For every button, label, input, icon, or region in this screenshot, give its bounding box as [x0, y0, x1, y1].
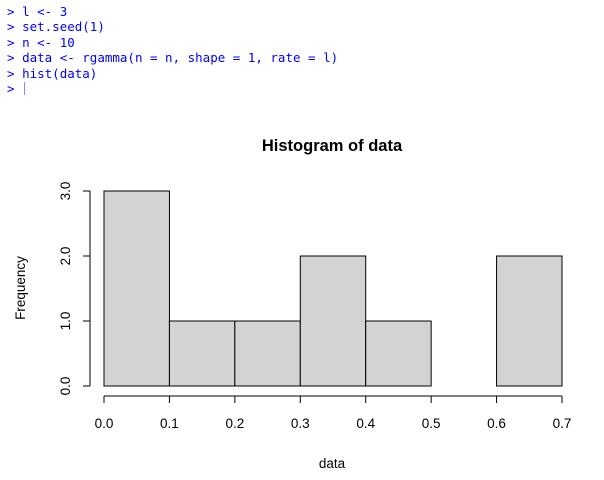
console-line: > l <- 3 — [7, 4, 338, 19]
r-console[interactable]: > l <- 3 > set.seed(1) > n <- 10 > data … — [7, 4, 338, 96]
histogram-bars — [103, 190, 563, 387]
y-tick-label: 1.0 — [58, 312, 73, 331]
console-prompt: > — [7, 34, 15, 50]
x-tick-label: 0.2 — [225, 416, 244, 431]
chart-title: Histogram of data — [262, 137, 403, 155]
console-command: n <- 10 — [22, 34, 75, 50]
x-tick-label: 0.7 — [553, 416, 572, 431]
console-command: data <- rgamma(n = n, shape = 1, rate = … — [22, 50, 339, 66]
y-tick-label: 2.0 — [58, 247, 73, 266]
text-cursor — [24, 81, 26, 95]
histogram-bar — [234, 320, 301, 387]
x-tick-label: 0.5 — [422, 416, 441, 431]
console-line: > set.seed(1) — [7, 19, 338, 34]
x-tick-label: 0.4 — [356, 416, 375, 431]
console-command: set.seed(1) — [22, 19, 105, 35]
console-prompt: > — [7, 65, 15, 81]
y-axis: 0.0 1.0 2.0 3.0 — [58, 182, 91, 396]
histogram-bar — [365, 320, 432, 387]
x-axis-label: data — [319, 456, 346, 471]
y-tick-label: 3.0 — [58, 182, 73, 201]
histogram-bar — [103, 190, 170, 387]
console-prompt: > — [7, 80, 15, 96]
console-prompt: > — [7, 19, 15, 35]
x-tick-label: 0.6 — [487, 416, 506, 431]
console-line: > hist(data) — [7, 66, 338, 81]
histogram-bar — [496, 255, 563, 387]
y-tick-label: 0.0 — [58, 377, 73, 396]
console-command: hist(data) — [22, 65, 98, 81]
console-prompt: > — [7, 4, 15, 19]
console-prompt: > — [7, 50, 15, 66]
console-command: l <- 3 — [22, 4, 68, 19]
x-tick-label: 0.3 — [291, 416, 310, 431]
histogram-bar — [168, 320, 236, 387]
x-tick-label: 0.1 — [160, 416, 179, 431]
console-line: > data <- rgamma(n = n, shape = 1, rate … — [7, 50, 338, 65]
console-line: > n <- 10 — [7, 35, 338, 50]
histogram-bar — [299, 255, 367, 387]
y-axis-label: Frequency — [13, 256, 28, 320]
x-axis: 0.0 0.1 0.2 0.3 0.4 0.5 0.6 0.7 — [95, 395, 572, 431]
console-input-line[interactable]: > — [7, 81, 338, 96]
x-tick-label: 0.0 — [95, 416, 114, 431]
